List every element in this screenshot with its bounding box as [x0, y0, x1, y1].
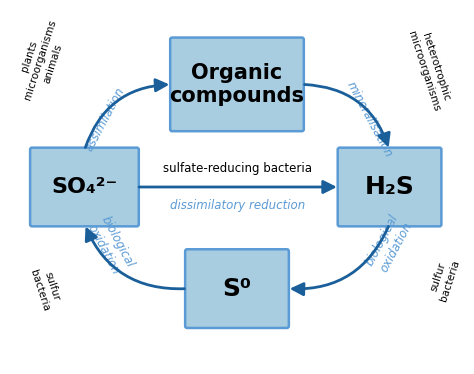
FancyBboxPatch shape: [30, 148, 139, 226]
Text: mineralisation: mineralisation: [344, 79, 395, 159]
Text: sulfur
bacteria: sulfur bacteria: [28, 265, 63, 313]
FancyBboxPatch shape: [185, 249, 289, 328]
Text: SO₄²⁻: SO₄²⁻: [51, 177, 118, 197]
Text: plants
microorganisms
animals: plants microorganisms animals: [11, 14, 70, 105]
Text: assimilation: assimilation: [83, 85, 128, 153]
Text: dissimilatory reduction: dissimilatory reduction: [170, 199, 306, 212]
Text: biological
oxidation: biological oxidation: [84, 214, 137, 278]
Text: H₂S: H₂S: [365, 175, 414, 199]
Text: sulfur
bacteria: sulfur bacteria: [427, 255, 462, 303]
Text: heterotrophic
microorganisms: heterotrophic microorganisms: [406, 26, 453, 113]
Text: S⁰: S⁰: [222, 277, 252, 301]
Text: biological
oxidation: biological oxidation: [364, 212, 416, 275]
FancyBboxPatch shape: [170, 37, 304, 131]
FancyBboxPatch shape: [337, 148, 441, 226]
Text: sulfate-reducing bacteria: sulfate-reducing bacteria: [164, 162, 312, 175]
Text: Organic
compounds: Organic compounds: [170, 63, 304, 106]
